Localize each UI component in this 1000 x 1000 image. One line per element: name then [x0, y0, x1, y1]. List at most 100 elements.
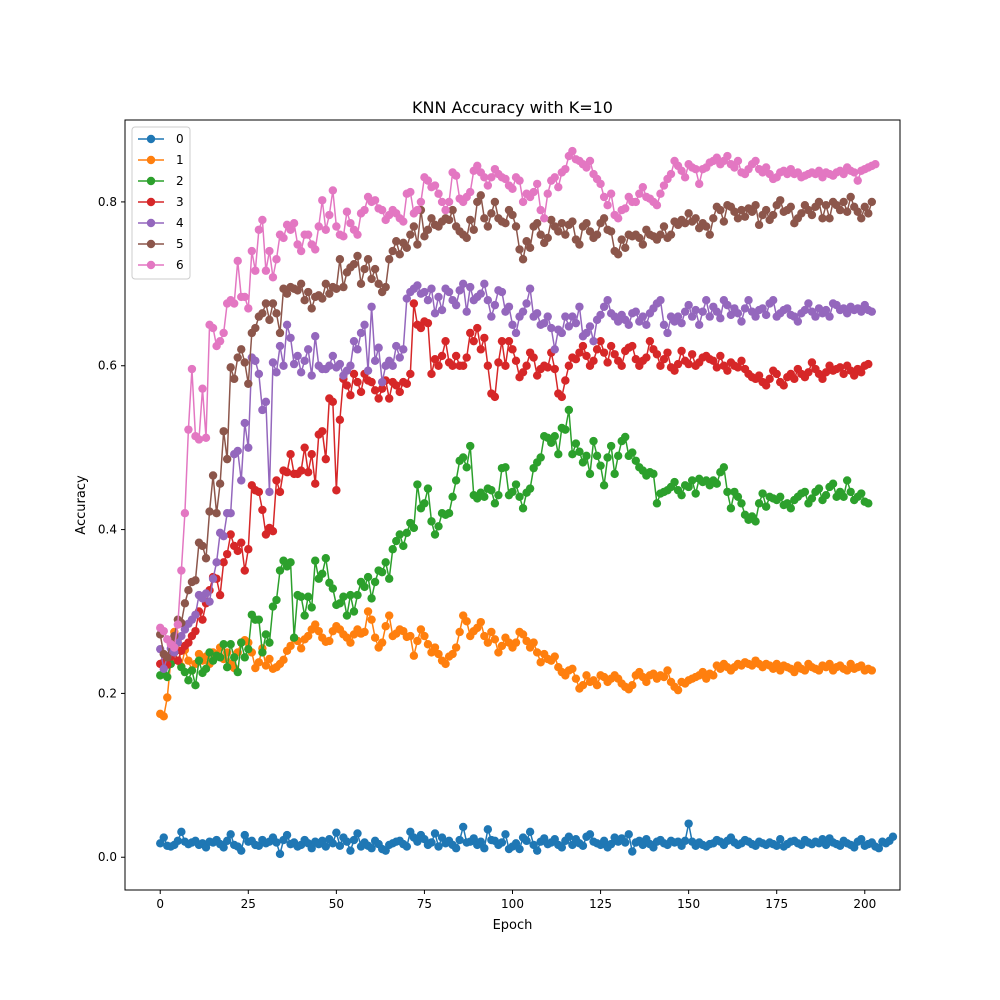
data-point	[702, 222, 711, 231]
data-point	[321, 554, 330, 563]
data-point	[480, 492, 489, 502]
data-point	[483, 296, 493, 305]
data-point	[631, 197, 640, 207]
data-point	[353, 590, 362, 600]
data-point	[680, 173, 690, 182]
data-point	[631, 456, 640, 465]
data-point	[367, 377, 376, 387]
data-point	[314, 222, 323, 231]
data-point	[233, 667, 242, 677]
data-point	[599, 302, 609, 311]
data-point	[578, 341, 588, 351]
data-point	[201, 589, 211, 598]
data-point	[349, 369, 359, 379]
data-point	[487, 486, 496, 495]
data-point	[596, 179, 605, 189]
data-point	[677, 318, 686, 328]
data-point	[501, 219, 510, 228]
data-point	[318, 569, 327, 579]
legend-label: 5	[176, 237, 184, 251]
data-point	[575, 240, 584, 249]
data-point	[642, 320, 651, 329]
data-point	[842, 309, 852, 318]
data-point	[518, 368, 528, 377]
data-point	[198, 615, 207, 624]
data-point	[857, 368, 866, 377]
data-point	[342, 611, 352, 620]
data-point	[768, 296, 778, 305]
data-point	[571, 439, 581, 448]
data-point	[177, 566, 186, 575]
data-point	[346, 391, 355, 400]
data-point	[159, 712, 168, 721]
data-point	[296, 279, 306, 289]
data-point	[518, 197, 528, 207]
data-point	[723, 151, 732, 161]
data-point	[430, 354, 440, 364]
data-point	[416, 625, 426, 634]
data-point	[635, 189, 644, 198]
data-point	[272, 255, 281, 264]
data-point	[427, 517, 436, 526]
data-point	[240, 566, 249, 575]
data-point	[455, 286, 464, 295]
data-point	[610, 469, 619, 479]
data-point	[786, 202, 795, 212]
data-point	[356, 279, 366, 289]
data-point	[853, 176, 862, 185]
data-point	[385, 574, 394, 583]
data-point	[286, 450, 295, 459]
legend-marker	[146, 239, 156, 249]
data-point	[406, 631, 415, 641]
data-point	[434, 522, 443, 531]
data-point	[705, 230, 714, 239]
data-point	[469, 225, 478, 234]
data-point	[325, 289, 334, 298]
data-point	[821, 200, 831, 210]
data-point	[737, 317, 746, 326]
data-point	[818, 374, 827, 384]
data-point	[543, 312, 552, 321]
data-point	[709, 214, 718, 223]
data-point	[399, 217, 408, 226]
legend-item: 0	[138, 132, 184, 146]
data-point	[874, 844, 884, 853]
data-point	[385, 394, 394, 403]
data-point	[261, 530, 271, 539]
data-point	[638, 312, 648, 321]
data-point	[761, 502, 771, 511]
data-point	[814, 197, 824, 207]
data-point	[776, 835, 785, 844]
data-point	[635, 233, 644, 243]
data-point	[677, 490, 686, 500]
data-point	[377, 567, 387, 577]
data-point	[395, 250, 404, 259]
data-point	[413, 240, 422, 249]
data-point	[857, 214, 866, 223]
data-point	[652, 499, 662, 508]
data-point	[536, 453, 545, 462]
data-point	[525, 827, 535, 837]
data-point	[621, 432, 630, 442]
data-point	[191, 610, 200, 619]
data-point	[550, 173, 559, 182]
data-point	[663, 348, 672, 357]
x-tick-label: 50	[329, 897, 344, 911]
data-point	[244, 644, 253, 654]
data-point	[663, 666, 672, 675]
data-point	[437, 197, 447, 207]
data-point	[430, 829, 440, 838]
data-point	[476, 837, 485, 846]
data-point	[265, 246, 274, 256]
data-point	[413, 480, 422, 489]
data-point	[568, 664, 577, 674]
data-point	[800, 666, 810, 675]
data-point	[325, 636, 334, 646]
data-point	[346, 590, 355, 600]
data-point	[511, 222, 521, 231]
data-point	[458, 822, 468, 832]
data-point	[846, 192, 855, 202]
data-point	[480, 279, 489, 289]
data-point	[561, 425, 570, 434]
data-point	[857, 835, 866, 844]
